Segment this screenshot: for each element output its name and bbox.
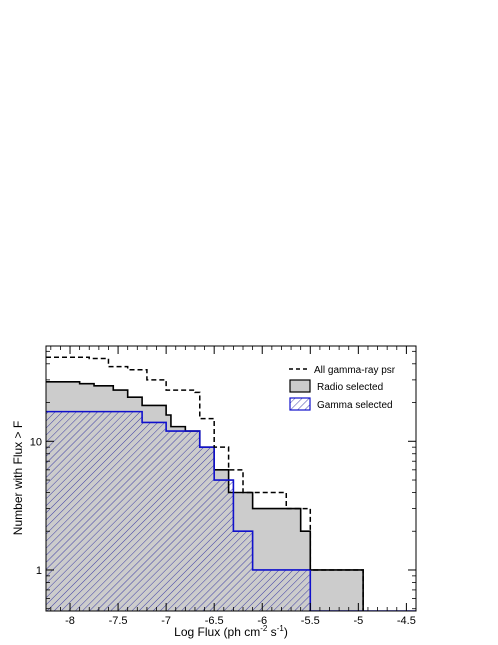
legend-label-gamma: Gamma selected xyxy=(317,400,393,411)
x-tick-label: -5 xyxy=(353,615,363,627)
y-tick-label: 10 xyxy=(30,436,42,448)
axes-layer xyxy=(45,345,417,612)
plot-frame xyxy=(45,345,417,612)
x-tick-label: -6.5 xyxy=(205,615,224,627)
x-axis-title: Log Flux (ph cm-2 s-1) xyxy=(174,624,288,639)
x-tick-label: -7.5 xyxy=(109,615,128,627)
x-tick-label: -7 xyxy=(161,615,171,627)
gamma-selected-area xyxy=(46,411,416,611)
x-tick-label: -6 xyxy=(257,615,267,627)
gamma-selected-line xyxy=(46,410,416,611)
all-gamma-ray-psr-line xyxy=(46,356,364,611)
legend-swatch-gamma xyxy=(289,397,311,411)
y-axis-title: Number with Flux > F xyxy=(11,421,25,535)
x-tick-label: -4.5 xyxy=(397,615,416,627)
x-tick-label: -5.5 xyxy=(301,615,320,627)
x-tick-label: -8 xyxy=(65,615,75,627)
series-layer xyxy=(46,356,416,611)
y-tick-label: 1 xyxy=(36,565,42,577)
legend-label-all: All gamma-ray psr xyxy=(314,365,396,376)
legend: All gamma-ray psr Radio selected Gamma s… xyxy=(283,358,399,416)
ticks-layer: -8 -7.5 -7 -6.5 -6 -5.5 -5 -4.5 1 10 xyxy=(30,346,417,627)
legend-label-radio: Radio selected xyxy=(317,382,383,393)
legend-swatch-radio xyxy=(289,379,311,393)
